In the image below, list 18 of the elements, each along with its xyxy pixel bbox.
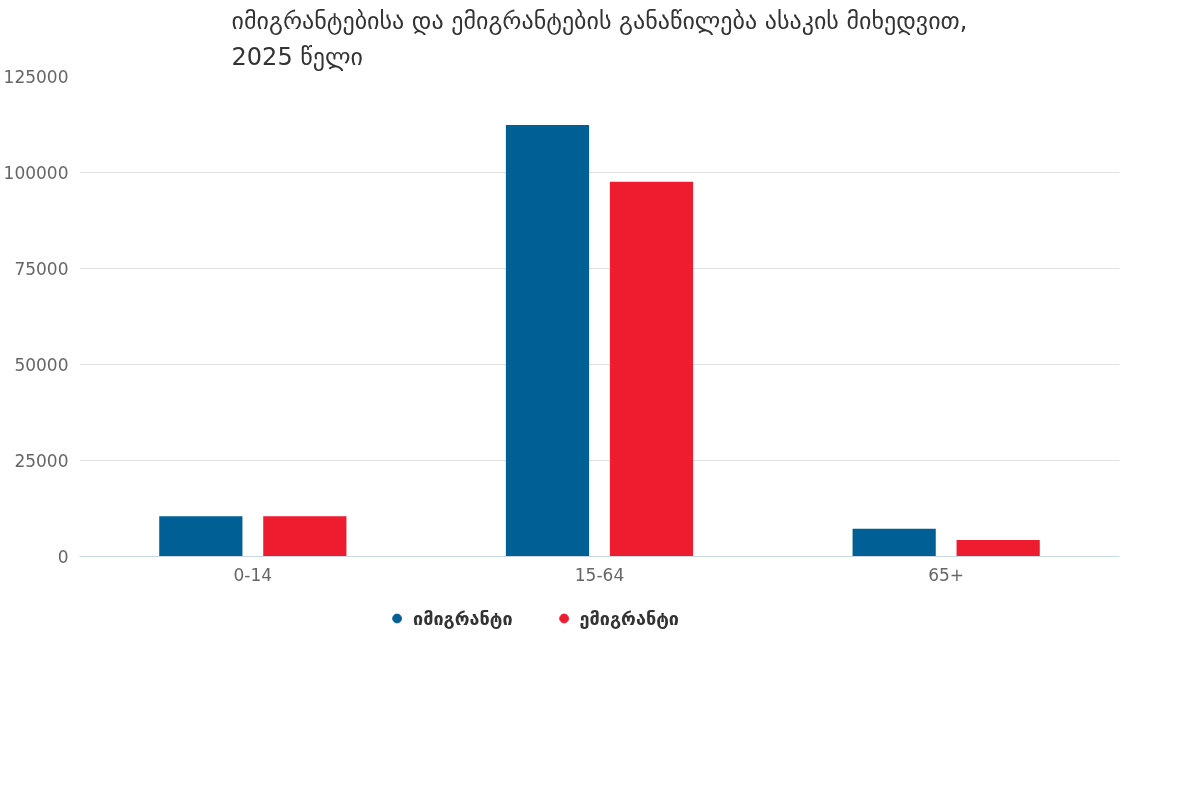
y-tick-label: 75000 bbox=[14, 259, 69, 279]
bar bbox=[159, 516, 243, 557]
bar bbox=[956, 539, 1040, 557]
bar bbox=[505, 124, 590, 557]
y-tick-label: 125000 bbox=[3, 67, 69, 87]
bar bbox=[263, 516, 347, 557]
x-tick-label: 15-64 bbox=[574, 564, 625, 585]
y-tick-label: 100000 bbox=[3, 163, 69, 183]
chart-title: იმიგრანტებისა და ემიგრანტების განაწილება ასაკის მიხედვით, 2025 წელი bbox=[231, 7, 968, 72]
bar bbox=[852, 528, 936, 557]
y-tick-label: 50000 bbox=[14, 355, 69, 375]
y-tick-label: 25000 bbox=[14, 451, 69, 471]
legend-label: ემიგრანტი bbox=[579, 607, 679, 629]
x-tick-label: 0-14 bbox=[233, 564, 273, 585]
legend-label: იმიგრანტი bbox=[413, 607, 513, 629]
y-tick-label: 0 bbox=[57, 547, 69, 567]
bar bbox=[609, 181, 694, 557]
x-tick-label: 65+ bbox=[928, 564, 965, 585]
